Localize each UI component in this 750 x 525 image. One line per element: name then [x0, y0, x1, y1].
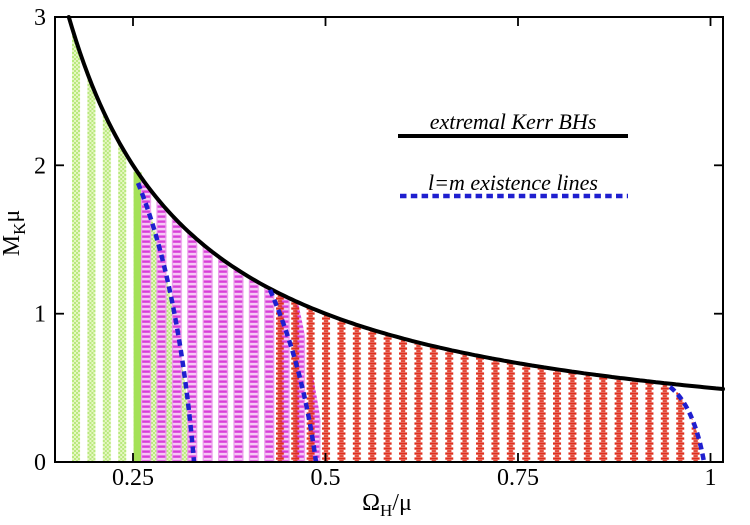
legend-label-existence: l=m existence lines: [428, 170, 598, 195]
x-tick-labels: 0.25 0.5 0.75 1: [112, 465, 717, 491]
legend-label-kerr: extremal Kerr BHs: [430, 109, 597, 134]
ytick-1: 1: [34, 302, 46, 328]
legend: [398, 134, 628, 199]
legend-labels: extremal Kerr BHs l=m existence lines: [428, 109, 598, 195]
ytick-3: 3: [34, 5, 46, 31]
existence-lines: [135, 182, 707, 463]
y-axis-title: MKμ: [0, 210, 29, 257]
ytick-2: 2: [34, 153, 46, 179]
ytick-0: 0: [34, 450, 46, 476]
existence-line-l3m3: [135, 182, 197, 463]
hairy-bh-regions: [66, 17, 704, 463]
xtick-05: 0.5: [311, 465, 341, 491]
x-axis-title: ΩH/μ: [362, 490, 412, 520]
existence-line-l2m2: [267, 288, 319, 463]
xtick-025: 0.25: [112, 465, 154, 491]
extremal-kerr-curve: [66, 15, 725, 391]
existence-line-l1m1: [668, 385, 707, 463]
y-tick-labels: 3 2 1 0: [34, 5, 46, 476]
kerr-curve-line: [66, 15, 725, 391]
plot-frame: [54, 16, 724, 463]
axes-frame: [54, 16, 724, 463]
xtick-075: 0.75: [497, 465, 539, 491]
dense-green-stripe: [133, 172, 142, 463]
xtick-1: 1: [705, 465, 717, 491]
